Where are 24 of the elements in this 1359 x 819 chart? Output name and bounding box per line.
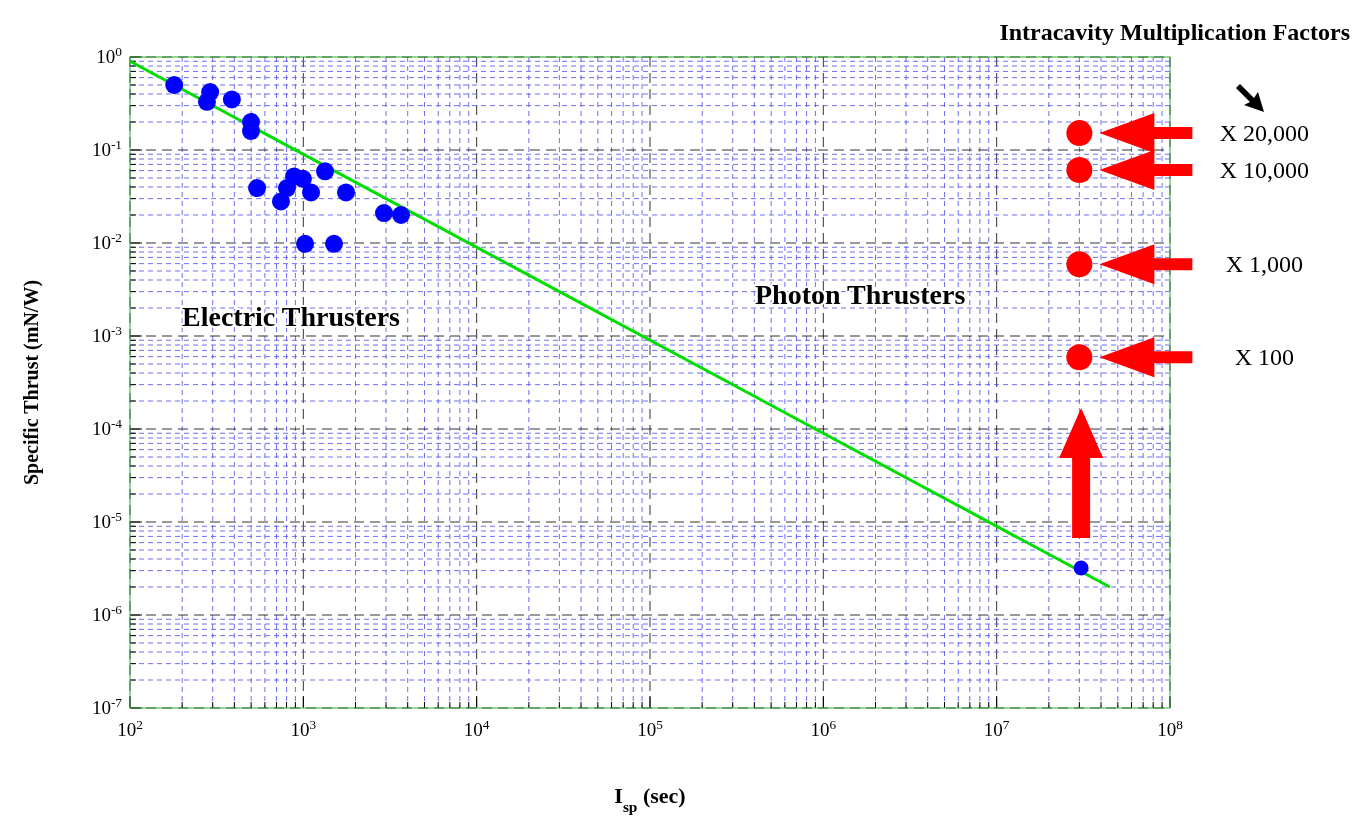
y-tick-label: 10$^{-2}$	[91, 229, 122, 253]
annotation: Electric Thrusters	[182, 301, 401, 332]
chart-title: Intracavity Multiplication Factors	[999, 19, 1350, 45]
y-axis-title: Specific Thrust (mN/W)	[20, 279, 43, 486]
y-tick-label: 10$^{-7}$	[91, 694, 123, 718]
text: X 100	[1234, 344, 1295, 371]
y-tick-label: 10$^{-1}$	[91, 136, 122, 160]
x-tick-label: 10$^{4}$	[463, 716, 490, 740]
text: X 20,000	[1219, 120, 1310, 147]
y-tick-label: 10$^{-4}$	[91, 415, 123, 439]
x-tick-label: 10$^{5}$	[637, 716, 664, 740]
x-tick-label: 10$^{8}$	[1157, 716, 1184, 740]
x-tick-label: 10$^{6}$	[810, 716, 837, 740]
x-tick-label: 10$^{3}$	[290, 716, 317, 740]
y-tick-label: 10$^{-3}$	[91, 322, 123, 346]
annotation: Photon Thrusters	[755, 279, 966, 310]
text: X 10,000	[1219, 156, 1310, 183]
y-tick-label: 10$^{-6}$	[91, 601, 123, 625]
y-tick-label: 10$^{0}$	[96, 43, 123, 67]
x-tick-label: 10$^{2}$	[117, 716, 143, 740]
x-axis-title: I$_{sp}$ (sec)	[614, 783, 686, 815]
y-tick-label: 10$^{-5}$	[91, 508, 123, 532]
text: X 1,000	[1225, 251, 1304, 278]
x-tick-label: 10$^{7}$	[983, 716, 1010, 740]
